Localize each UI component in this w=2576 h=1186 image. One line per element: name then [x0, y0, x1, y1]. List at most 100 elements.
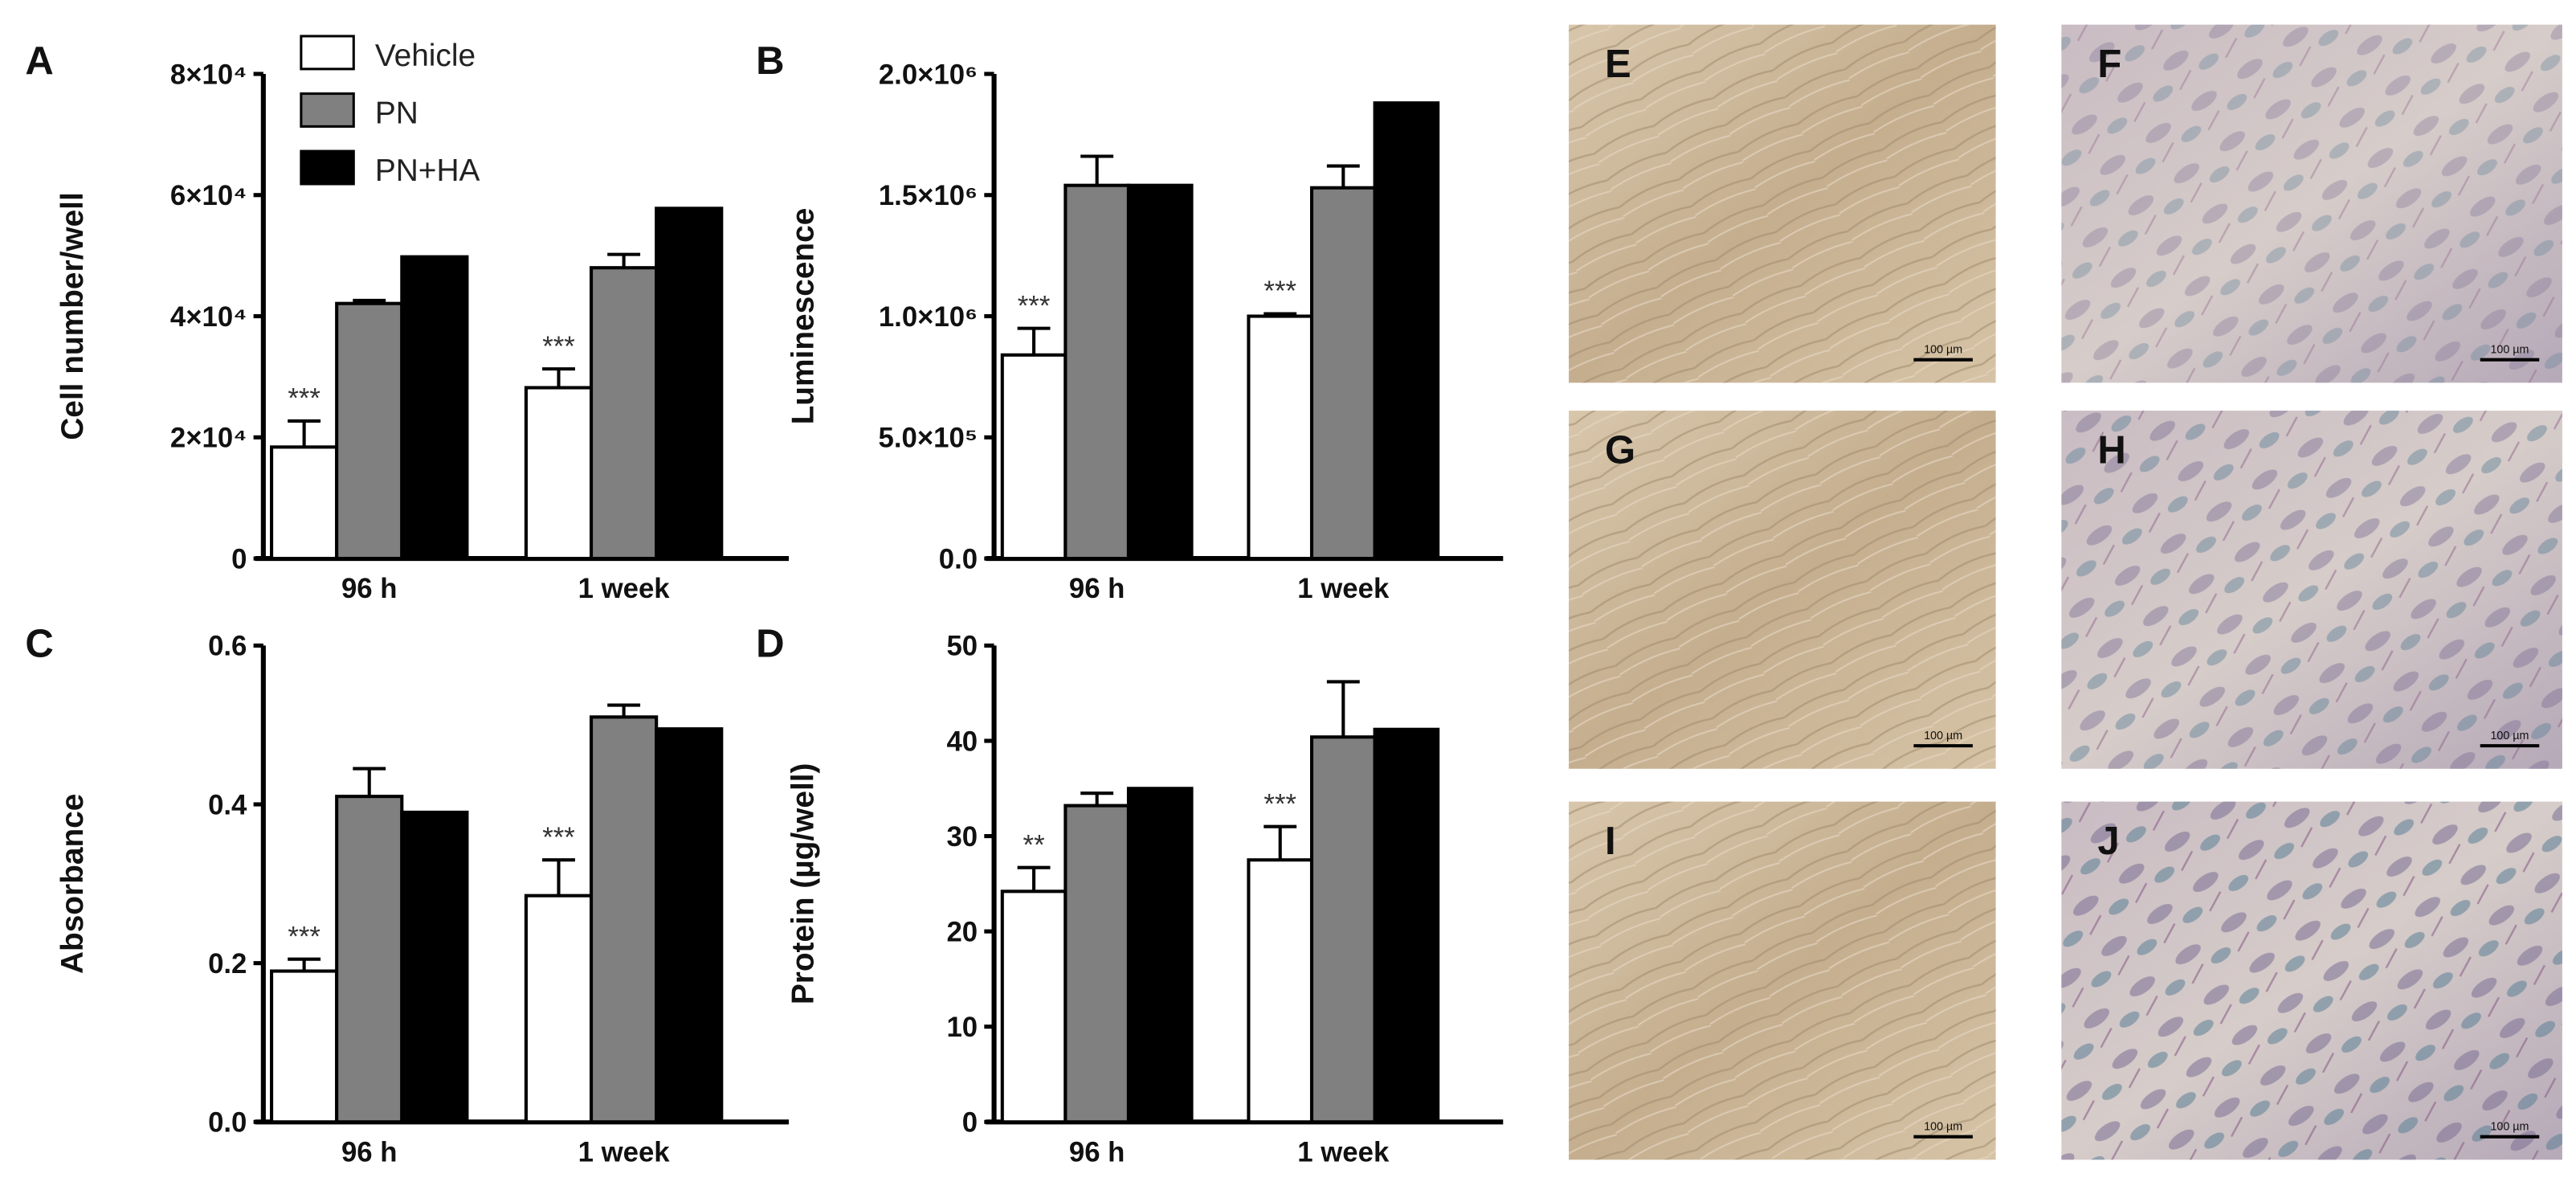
panel-label: G: [1605, 428, 1635, 472]
y-axis-label: Absorbance: [55, 794, 90, 974]
bar-pn-ha-1: [655, 727, 724, 1124]
y-tick-label: 0.4: [208, 790, 247, 820]
bar-vehicle-0: [1000, 353, 1068, 561]
cell-texture: [2061, 24, 2562, 383]
bar-pn-1: [1309, 186, 1377, 561]
panel-label: F: [2097, 43, 2121, 86]
cell-texture: [2061, 411, 2562, 769]
bar-pn-ha-0: [1126, 787, 1194, 1124]
panel-label: I: [1605, 820, 1616, 863]
y-tick-label: 8×10⁴: [170, 59, 247, 90]
x-tick-label: 1 week: [1297, 1137, 1390, 1168]
bar-pn-ha-0: [400, 255, 469, 561]
cell-texture: [1569, 24, 1996, 383]
y-tick-label: 0.0: [208, 1108, 247, 1139]
y-tick-label: 4×10⁴: [170, 302, 247, 333]
y-tick-label: 0: [231, 544, 247, 575]
legend: Vehicle PN PN+HA: [300, 35, 480, 188]
bar-pn-ha-1: [1373, 101, 1440, 561]
y-tick-label: 0.2: [208, 949, 247, 979]
y-tick-label: 10: [946, 1012, 978, 1043]
bar-pn-0: [335, 301, 404, 561]
significance-label: ***: [542, 332, 575, 362]
y-axis-label: Cell number/well: [55, 192, 90, 440]
panel-label: J: [2097, 820, 2119, 863]
bar-pn-1: [1309, 735, 1377, 1124]
bar-pn-1: [590, 715, 659, 1124]
y-axis-label: Protein (µg/well): [786, 763, 821, 1005]
bar-pn-1: [590, 266, 659, 561]
panel-label: C: [25, 623, 53, 666]
bar-vehicle-0: [1000, 890, 1068, 1124]
significance-label: ***: [542, 823, 575, 853]
bar-pn-0: [1063, 804, 1130, 1124]
cell-texture: [1569, 411, 1996, 769]
cell-texture: [1569, 801, 1996, 1160]
x-tick-label: 96 h: [1069, 1137, 1125, 1168]
scale-bar-label: 100 µm: [1924, 730, 1962, 742]
micrograph-f: F 100 µm: [2061, 24, 2562, 383]
y-tick-label: 0: [962, 1108, 978, 1139]
micrograph-h: H 100 µm: [2061, 411, 2562, 769]
x-tick-label: 96 h: [1069, 574, 1125, 604]
micrograph-i: I 100 µm: [1569, 801, 1996, 1160]
y-tick-label: 1.5×10⁶: [879, 181, 978, 211]
bar-pn-0: [1063, 183, 1130, 561]
legend-swatch-0: [300, 35, 355, 71]
bar-pn-ha-0: [1126, 183, 1194, 561]
bar-vehicle-1: [524, 894, 594, 1124]
chart-c: C Absorbance 0.0 0.2 0.4 0.6 96 h *** 1 week ***: [25, 623, 790, 1168]
bar-vehicle-0: [270, 445, 339, 561]
bar-pn-0: [335, 795, 404, 1124]
significance-label: ***: [1264, 789, 1296, 820]
panel-label: E: [1605, 43, 1631, 86]
x-tick-label: 1 week: [1297, 574, 1390, 604]
legend-label: PN+HA: [375, 153, 480, 188]
y-tick-label: 2.0×10⁶: [879, 59, 978, 90]
micrograph-e: E 100 µm: [1569, 24, 1996, 383]
significance-label: ***: [288, 384, 320, 415]
y-tick-label: 20: [946, 917, 978, 947]
scale-bar-label: 100 µm: [2490, 344, 2529, 357]
scale-bar-label: 100 µm: [1924, 344, 1962, 357]
legend-label: Vehicle: [375, 39, 476, 73]
panel-label: B: [756, 39, 784, 83]
y-tick-label: 5.0×10⁵: [879, 423, 978, 454]
panel-label: H: [2097, 428, 2125, 472]
y-axis-label: Luminescence: [786, 208, 821, 425]
bar-vehicle-1: [1247, 314, 1314, 561]
micrograph-g: G 100 µm: [1569, 411, 1996, 769]
bar-pn-ha-0: [400, 810, 469, 1124]
chart-b: B Luminescence 0.0 5.0×10⁵ 1.0×10⁶ 1.5×10⁶ 2.0…: [756, 39, 1504, 604]
significance-label: **: [1023, 830, 1045, 861]
scale-bar-label: 100 µm: [2490, 1120, 2529, 1133]
scale-bar-label: 100 µm: [1924, 1120, 1962, 1133]
y-tick-label: 0.6: [208, 632, 247, 662]
y-tick-label: 1.0×10⁶: [879, 302, 978, 333]
scale-bar-label: 100 µm: [2490, 730, 2529, 742]
legend-label: PN: [375, 96, 418, 130]
panel-label: D: [756, 623, 784, 666]
legend-swatch-2: [300, 149, 355, 186]
bar-pn-ha-1: [1373, 727, 1440, 1124]
y-tick-label: 40: [946, 726, 978, 757]
chart-a: A Cell number/well 0 2×10⁴ 4×10⁴ 6×10⁴ 8×10⁴ 96…: [25, 39, 790, 604]
x-tick-label: 1 week: [578, 574, 671, 604]
y-tick-label: 0.0: [939, 544, 978, 575]
x-tick-label: 96 h: [341, 574, 398, 604]
significance-label: ***: [1264, 276, 1296, 307]
x-tick-label: 1 week: [578, 1137, 671, 1168]
micrograph-j: J 100 µm: [2061, 801, 2562, 1160]
bar-vehicle-1: [524, 386, 594, 561]
x-tick-label: 96 h: [341, 1137, 398, 1168]
bar-vehicle-1: [1247, 858, 1314, 1124]
legend-swatch-1: [300, 92, 355, 128]
significance-label: ***: [1018, 291, 1051, 321]
y-tick-label: 6×10⁴: [170, 181, 247, 211]
bar-pn-ha-1: [655, 207, 724, 561]
y-tick-label: 2×10⁴: [170, 423, 247, 454]
significance-label: ***: [288, 922, 320, 952]
y-tick-label: 30: [946, 822, 978, 853]
panel-label: A: [25, 39, 53, 83]
